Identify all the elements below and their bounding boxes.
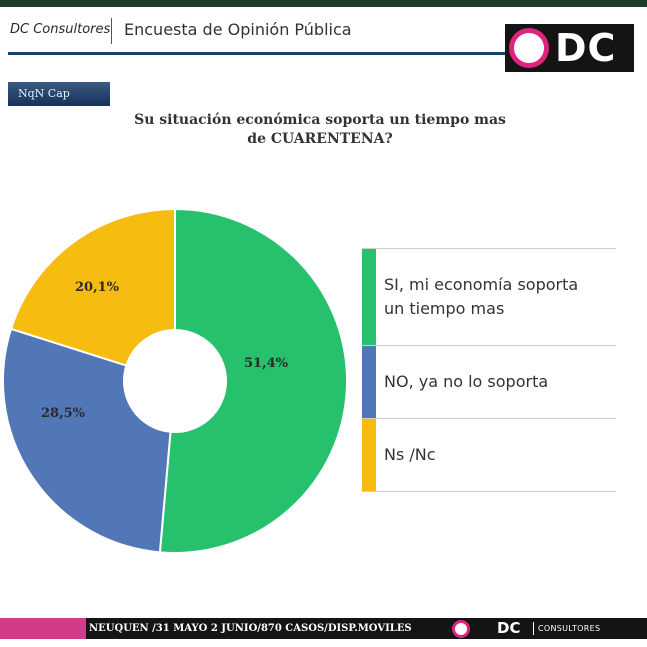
- footer-bar: [86, 618, 647, 639]
- header-divider: [111, 18, 112, 44]
- legend-swatch-si: [362, 249, 376, 345]
- chart-title-line2: de CUARENTENA?: [247, 131, 393, 147]
- legend-item-nsnc: Ns /Nc: [362, 418, 616, 492]
- slice-label-no: 28,5%: [41, 406, 86, 421]
- legend-label-nsnc: Ns /Nc: [384, 445, 436, 464]
- legend-swatch-nsnc: [362, 419, 376, 491]
- footer-ring-icon: [452, 620, 470, 638]
- slice-label-nsnc: 20,1%: [75, 280, 120, 295]
- donut-chart: 51,4% 28,5% 20,1%: [2, 207, 348, 554]
- footer-accent: [0, 618, 86, 639]
- legend-label-no: NO, ya no lo soporta: [384, 372, 549, 391]
- chart-legend: SI, mi economía soporta un tiempo mas NO…: [362, 248, 616, 492]
- slice-label-si: 51,4%: [244, 356, 289, 371]
- footer-logo-divider: [533, 622, 534, 635]
- brand-name: DC Consultores: [10, 22, 111, 37]
- header-underline: [8, 52, 508, 55]
- donut-slice-no: [2, 327, 172, 554]
- legend-item-si: SI, mi economía soporta un tiempo mas: [362, 248, 616, 345]
- legend-label-si: SI, mi economía soporta un tiempo mas: [384, 275, 579, 318]
- footer-logo-word: CONSULTORES: [538, 624, 601, 633]
- region-badge: NqN Cap: [8, 82, 110, 106]
- donut-slice-si: [158, 207, 348, 554]
- dc-logo: DC: [505, 24, 634, 72]
- logo-ring-icon: [509, 28, 549, 68]
- footer-logo-text: DC: [497, 619, 521, 637]
- chart-title: Su situación económica soporta un tiempo…: [100, 111, 540, 149]
- top-bar: [0, 0, 647, 7]
- legend-item-no: NO, ya no lo soporta: [362, 345, 616, 418]
- logo-text: DC: [555, 26, 617, 70]
- chart-title-line1: Su situación económica soporta un tiempo…: [134, 112, 506, 128]
- header-title: Encuesta de Opinión Pública: [124, 20, 352, 39]
- footer-caption: NEUQUEN /31 MAYO 2 JUNIO/870 CASOS/DISP.…: [89, 623, 412, 634]
- donut-slice-nsnc: [9, 207, 176, 367]
- legend-swatch-no: [362, 346, 376, 418]
